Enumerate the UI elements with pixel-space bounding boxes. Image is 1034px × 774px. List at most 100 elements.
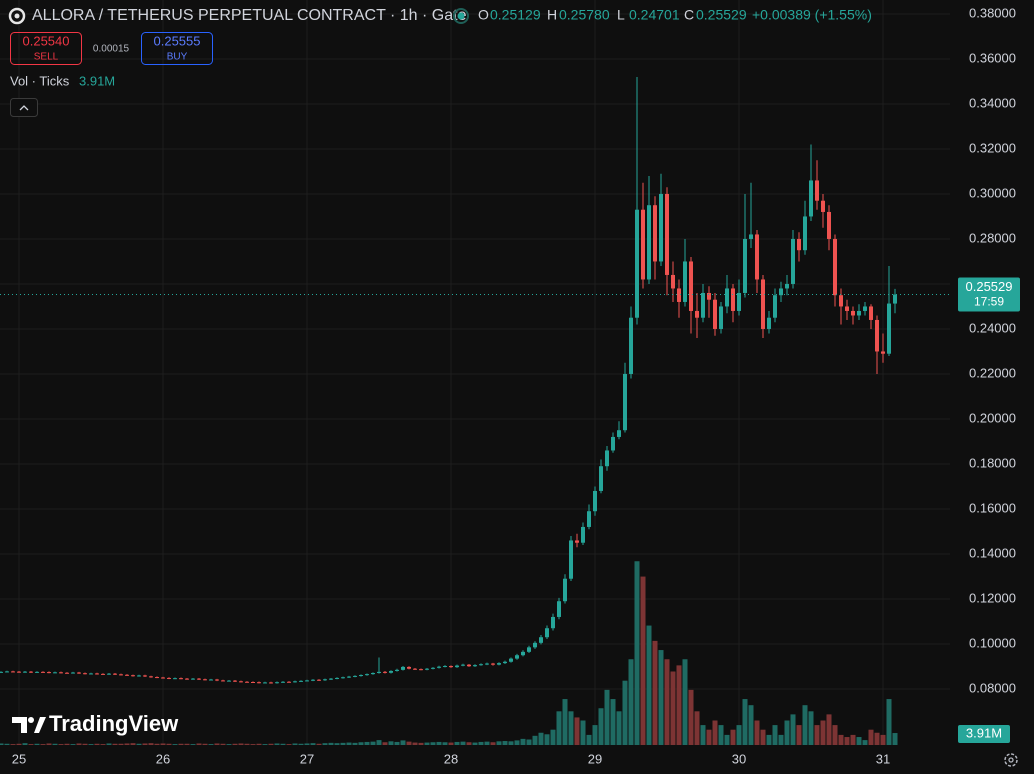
candle-body (197, 678, 201, 680)
candle-body (257, 682, 261, 684)
sell-label[interactable]: SELL (34, 52, 59, 63)
candle-body (593, 490, 597, 512)
ohlc-value: 0.25529 (696, 7, 747, 23)
sell-button[interactable] (10, 32, 82, 65)
candle-body (485, 663, 489, 665)
volume-bar (202, 743, 208, 745)
candle-body (209, 679, 213, 681)
ohlc-value: 0.25129 (490, 7, 541, 23)
candle-body (401, 666, 405, 670)
volume-bar (64, 743, 70, 745)
volume-bar (472, 742, 478, 745)
candle-body (515, 655, 519, 659)
candle-body (389, 670, 393, 673)
grid (0, 0, 950, 745)
volume-bar (880, 734, 886, 745)
volume-bar (634, 561, 640, 745)
volume-bar (658, 650, 664, 745)
volume-bar (388, 741, 394, 745)
candle-body (305, 680, 309, 682)
volume-bar (178, 743, 184, 745)
candle-body (845, 306, 849, 311)
volume-bar (856, 737, 862, 745)
buy-button[interactable] (141, 32, 213, 65)
volume-bar (574, 717, 580, 745)
volume-bar (544, 734, 550, 745)
ohlc-value: 0.25780 (559, 7, 610, 23)
volume-bar (592, 725, 598, 745)
volume-bar (334, 743, 340, 745)
y-tick-label: 0.38000 (969, 5, 1016, 20)
volume-bar (682, 659, 688, 745)
status-dot (457, 12, 465, 20)
volume-bar (478, 741, 484, 745)
candle-body (749, 234, 753, 239)
candle-body (851, 310, 855, 316)
volume-bar (454, 741, 460, 745)
candle-body (221, 680, 225, 682)
candle-body (287, 681, 291, 683)
candle-body (653, 205, 657, 262)
volume-bar (508, 741, 514, 745)
candle-body (269, 682, 273, 684)
volume-bar (736, 725, 742, 745)
volume-bar (94, 743, 100, 745)
volume-bar (838, 734, 844, 745)
candle-body (497, 663, 501, 665)
volume-bar (40, 744, 46, 745)
countdown-label: 17:59 (974, 295, 1004, 309)
candle-body (155, 677, 159, 679)
volume-bar (496, 741, 502, 745)
volume-bar (298, 743, 304, 745)
y-tick-label: 0.18000 (969, 455, 1016, 470)
volume-bar (538, 732, 544, 745)
volume-pane (0, 561, 898, 745)
volume-bar (676, 665, 682, 745)
volume-bar (370, 741, 376, 745)
volume-bar (82, 743, 88, 745)
candle-body (647, 205, 651, 280)
volume-bar (364, 741, 370, 745)
symbol-logo (8, 7, 26, 25)
candle-body (857, 310, 861, 316)
volume-bar (868, 729, 874, 745)
candle-body (383, 671, 387, 673)
candle-body (617, 430, 621, 437)
volume-bar (832, 725, 838, 745)
candle-body (101, 673, 105, 675)
volume-bar (460, 741, 466, 745)
ohlc-key: O (478, 7, 489, 23)
y-tick-label: 0.14000 (969, 545, 1016, 560)
volume-bar (316, 743, 322, 745)
volume-bar (640, 576, 646, 745)
volume-bar (766, 734, 772, 745)
volume-bar (604, 689, 610, 745)
buy-label[interactable]: BUY (167, 52, 188, 63)
candle-body (581, 526, 585, 543)
volume-bar (622, 680, 628, 745)
volume-bar (412, 742, 418, 745)
candle-body (527, 647, 531, 652)
candle-body (467, 664, 471, 667)
volume-bar (580, 720, 586, 745)
volume-bar (670, 671, 676, 745)
candle-body (179, 678, 183, 680)
volume-bar (610, 699, 616, 745)
buy-price[interactable]: 0.25555 (154, 33, 201, 48)
collapse-icon[interactable] (19, 105, 29, 111)
last-price-label: 0.25529 (966, 279, 1013, 294)
sell-price[interactable]: 0.25540 (23, 33, 70, 48)
volume-bar (808, 711, 814, 745)
candle-body (95, 673, 99, 675)
status-ring (453, 8, 469, 24)
volume-bar (562, 699, 568, 745)
collapse-button[interactable] (10, 98, 38, 117)
volume-bar (310, 743, 316, 745)
settings-icon[interactable] (1004, 753, 1018, 767)
volume-bar (4, 743, 10, 745)
settings-icon-center[interactable] (1008, 757, 1014, 763)
volume-bar (436, 741, 442, 745)
candle-body (731, 288, 735, 311)
candle-body (407, 666, 411, 669)
volume-bar (532, 735, 538, 745)
